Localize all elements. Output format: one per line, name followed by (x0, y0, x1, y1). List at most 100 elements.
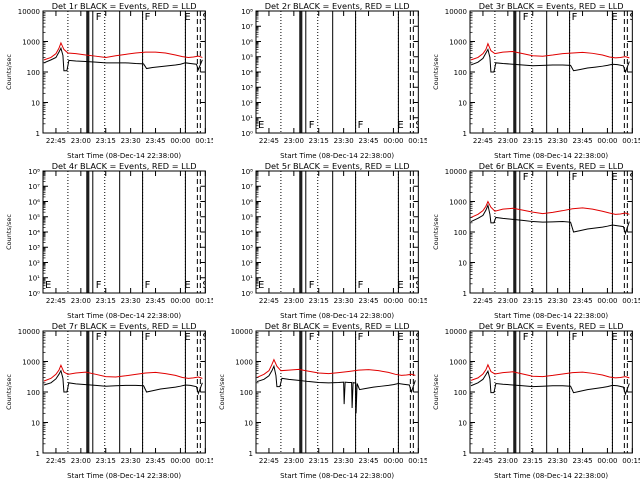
series-events-line (470, 369, 630, 396)
x-axis-label: Start Time (08-Dec-14 22:38:00) (67, 472, 181, 480)
event-marker-label: F (522, 12, 528, 23)
x-axis-label: Start Time (08-Dec-14 22:38:00) (494, 472, 608, 480)
x-tick-label: 00:00 (170, 137, 190, 145)
x-tick-label: 22:45 (259, 137, 279, 145)
y-tick-label: 10³ (242, 244, 254, 252)
x-tick-label: 23:00 (497, 297, 517, 305)
det-panel-8: Det 8r BLACK = Events, RED = LLD Counts/s… (218, 321, 426, 480)
x-tick-label: 00:00 (170, 297, 190, 305)
x-tick-label: 22:45 (473, 457, 493, 465)
x-tick-label: 23:30 (121, 457, 141, 465)
x-tick-label: 00:00 (597, 457, 617, 465)
x-tick-label: 00:15 (622, 137, 640, 145)
y-tick-label: 10000 (444, 328, 466, 336)
x-tick-label: 23:45 (145, 297, 165, 305)
det-panel-6: Det 6r BLACK = Events, RED = LLD Counts/s… (432, 161, 640, 320)
x-axis-label: Start Time (08-Dec-14 22:38:00) (67, 312, 181, 320)
x-tick-label: 23:00 (71, 297, 91, 305)
y-tick-label: 1 (462, 130, 466, 138)
y-tick-label: 10⁴ (242, 229, 254, 237)
y-tick-label: 10⁴ (242, 69, 254, 77)
event-marker-label: E (611, 172, 617, 183)
x-tick-label: 23:30 (334, 137, 354, 145)
y-axis-label: Counts/sec (432, 54, 440, 90)
event-marker-label: F (96, 332, 102, 343)
event-marker-label: F (145, 12, 151, 23)
x-tick-label: 23:45 (572, 297, 592, 305)
x-tick-label: 00:15 (409, 137, 427, 145)
series-lld-line (470, 363, 630, 381)
y-tick-label: 1000 (449, 199, 467, 207)
x-tick-label: 23:30 (547, 457, 567, 465)
y-tick-label: 10⁶ (242, 39, 254, 47)
y-tick-label: 1000 (22, 39, 40, 47)
x-tick-label: 00:15 (195, 457, 213, 465)
y-tick-label: 1000 (449, 359, 467, 367)
event-marker-label: F (358, 280, 364, 291)
x-tick-label: 00:15 (622, 457, 640, 465)
y-axis-label: Counts/sec (5, 374, 13, 410)
x-tick-label: 23:00 (284, 137, 304, 145)
x-tick-label: 22:45 (473, 137, 493, 145)
x-tick-label: 00:00 (384, 457, 404, 465)
event-marker-label: S (202, 12, 208, 23)
y-tick-label: 10 (458, 259, 467, 267)
x-tick-label: 22:45 (259, 457, 279, 465)
series-events-line (470, 48, 630, 74)
event-marker-label: E (258, 280, 264, 291)
series-events-line (470, 203, 630, 236)
x-tick-label: 23:15 (96, 297, 116, 305)
y-tick-label: 1 (36, 450, 40, 458)
x-tick-label: 23:00 (71, 457, 91, 465)
y-tick-label: 10⁸ (242, 8, 254, 16)
x-axis-label: Start Time (08-Dec-14 22:38:00) (494, 152, 608, 160)
event-marker-label: F (145, 280, 151, 291)
event-marker-label: S (629, 332, 635, 343)
y-tick-label: 10 (458, 99, 467, 107)
y-tick-label: 10⁴ (28, 229, 40, 237)
panel-title: Det 8r BLACK = Events, RED = LLD (265, 321, 410, 331)
y-tick-label: 10⁰ (242, 130, 254, 138)
plot-frame (255, 170, 420, 294)
y-tick-label: 1000 (449, 39, 467, 47)
event-marker-label: F (358, 332, 364, 343)
y-tick-label: 100 (240, 389, 253, 397)
x-tick-label: 23:15 (522, 297, 542, 305)
panel-title: Det 5r BLACK = Events, RED = LLD (265, 161, 410, 171)
x-axis-label: Start Time (08-Dec-14 22:38:00) (494, 312, 608, 320)
event-marker-label: S (202, 332, 208, 343)
event-marker-label: E (611, 12, 617, 23)
event-marker-label: E (184, 280, 190, 291)
x-tick-label: 23:45 (145, 137, 165, 145)
panel-title: Det 9r BLACK = Events, RED = LLD (478, 321, 623, 331)
x-tick-label: 23:30 (121, 137, 141, 145)
event-marker-label: F (96, 12, 102, 23)
y-tick-label: 1000 (22, 359, 40, 367)
y-tick-label: 10¹ (242, 275, 254, 283)
x-tick-label: 00:00 (597, 297, 617, 305)
x-tick-label: 23:15 (96, 457, 116, 465)
panel-title: Det 7r BLACK = Events, RED = LLD (52, 321, 197, 331)
y-tick-label: 100 (453, 229, 466, 237)
event-marker-label: F (571, 172, 577, 183)
x-tick-label: 23:15 (522, 137, 542, 145)
series-lld-line (257, 358, 416, 378)
y-tick-label: 10000 (231, 328, 253, 336)
series-lld-line (470, 42, 630, 61)
x-tick-label: 23:45 (359, 457, 379, 465)
x-tick-label: 23:00 (284, 297, 304, 305)
x-tick-label: 00:00 (384, 137, 404, 145)
y-tick-label: 1 (36, 130, 40, 138)
x-tick-label: 23:15 (522, 457, 542, 465)
y-tick-label: 100 (453, 69, 466, 77)
x-axis-label: Start Time (08-Dec-14 22:38:00) (281, 472, 395, 480)
event-marker-label: F (571, 12, 577, 23)
event-marker-label: E (611, 332, 617, 343)
x-tick-label: 00:15 (409, 297, 427, 305)
x-axis-label: Start Time (08-Dec-14 22:38:00) (281, 152, 395, 160)
